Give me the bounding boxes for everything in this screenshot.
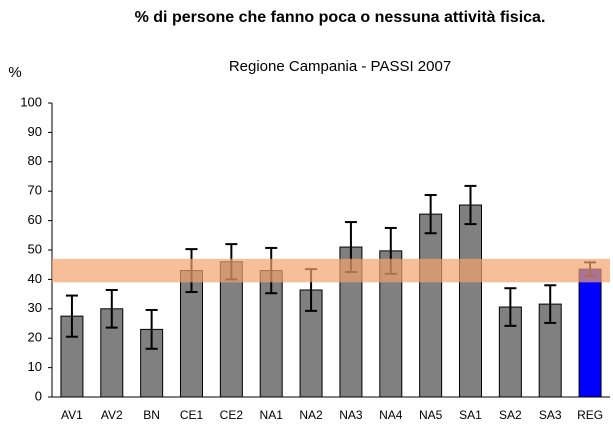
error-bar (105, 288, 118, 329)
x-tick-label: CE2 (220, 408, 244, 422)
x-tick-label: NA3 (339, 408, 363, 422)
reference-band (52, 258, 610, 283)
x-tick-label: AV1 (61, 408, 83, 422)
y-tick-label: 100 (20, 94, 42, 109)
error-bar (544, 284, 557, 324)
bar (419, 213, 443, 398)
y-tick-label: 30 (28, 300, 42, 315)
x-tick-label: REG (577, 408, 603, 422)
x-tick-label: NA4 (379, 408, 403, 422)
x-tick-label: NA2 (299, 408, 323, 422)
chart-subtitle: Regione Campania - PASSI 2007 (229, 58, 451, 75)
x-tick-label: NA1 (260, 408, 284, 422)
error-bar (424, 194, 437, 235)
x-tick-label: BN (143, 408, 160, 422)
y-tick-label: 20 (28, 330, 42, 345)
y-tick-label: 0 (35, 388, 42, 403)
error-bar (464, 184, 477, 226)
bar (578, 268, 602, 398)
x-tick-label: SA1 (459, 408, 482, 422)
x-tick-label: CE1 (180, 408, 204, 422)
chart-title: % di persone che fanno poca o nessuna at… (134, 9, 546, 26)
x-tick-label: AV2 (101, 408, 123, 422)
error-bar (504, 287, 517, 327)
x-tick-label: SA2 (499, 408, 522, 422)
y-tick-label: 60 (28, 212, 42, 227)
bar (459, 204, 482, 398)
y-tick-label: 10 (28, 359, 42, 374)
y-axis-label: % (8, 64, 21, 81)
error-bar (145, 308, 158, 350)
y-tick-label: 70 (28, 183, 42, 198)
y-tick-label: 80 (28, 153, 42, 168)
y-tick-label: 50 (28, 241, 42, 256)
y-tick-label: 90 (28, 124, 42, 139)
x-tick-label: SA3 (539, 408, 562, 422)
y-tick-label: 40 (28, 271, 42, 286)
error-bar (65, 294, 78, 338)
x-tick-label: NA5 (419, 408, 443, 422)
